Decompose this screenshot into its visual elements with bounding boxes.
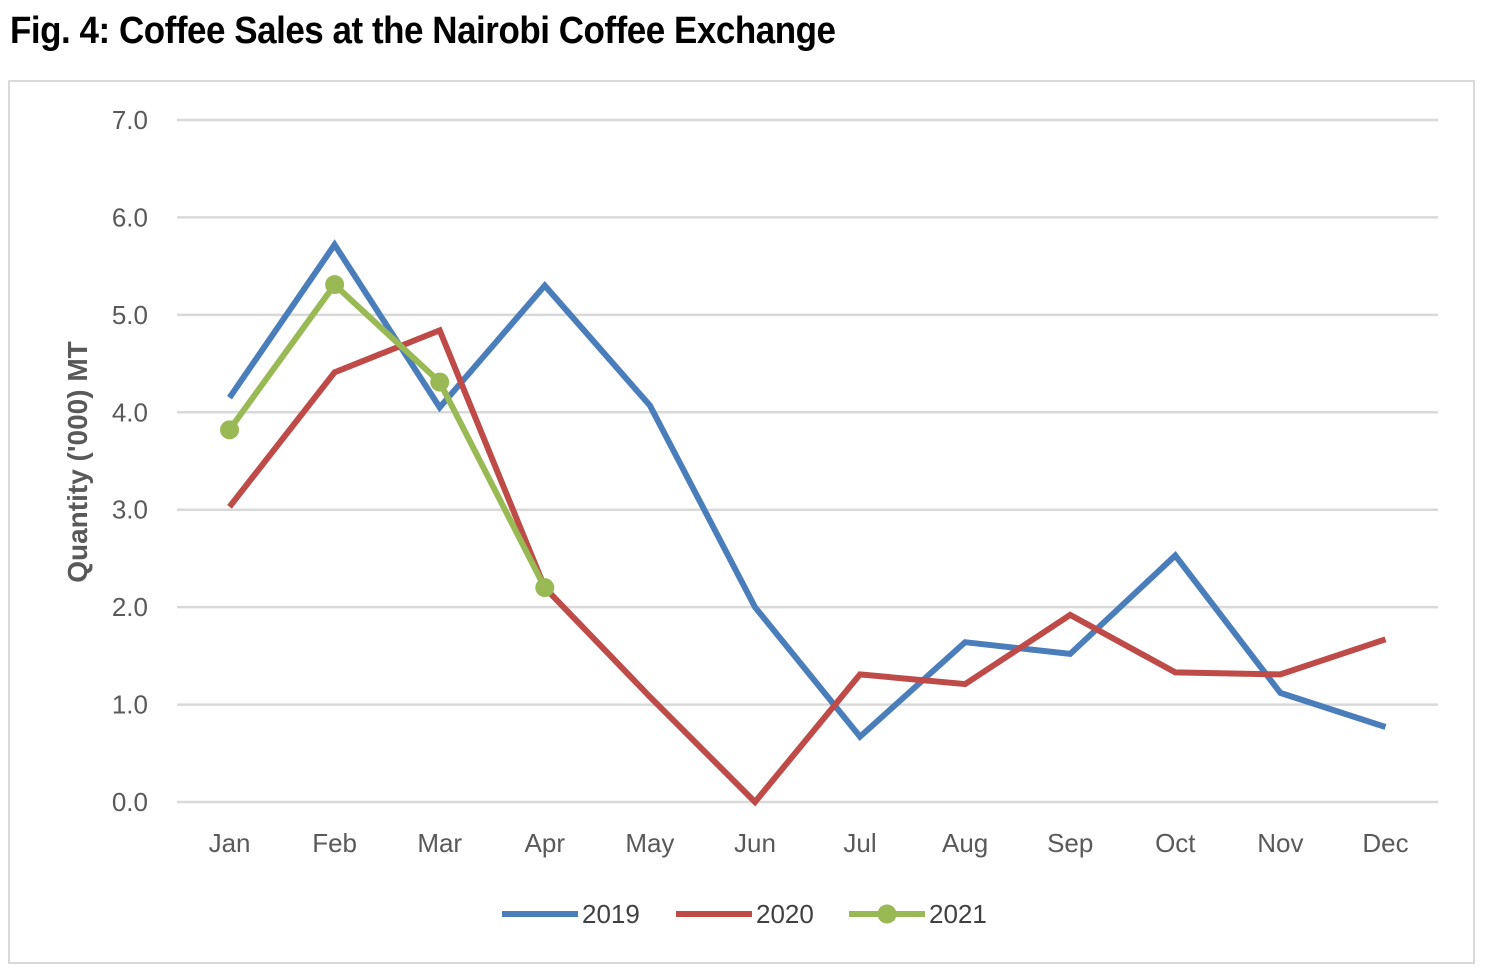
x-tick-label-oct: Oct xyxy=(1155,828,1196,858)
x-tick-label-jan: Jan xyxy=(209,828,251,858)
y-tick-label: 2.0 xyxy=(112,592,148,622)
data-point-2021-feb xyxy=(325,275,345,295)
y-tick-label: 3.0 xyxy=(112,495,148,525)
series-line-2020 xyxy=(227,326,1387,807)
x-tick-label-aug: Aug xyxy=(942,828,988,858)
legend: 2019 2020 2021 xyxy=(502,899,987,929)
x-tick-label-jun: Jun xyxy=(734,828,776,858)
y-tick-label: 1.0 xyxy=(112,690,148,720)
x-tick-label-may: May xyxy=(625,828,674,858)
legend-label-2020: 2020 xyxy=(756,899,814,929)
data-point-2021-jan xyxy=(220,420,240,440)
x-tick-label-sep: Sep xyxy=(1047,828,1093,858)
chart-frame xyxy=(8,80,1475,964)
y-tick-label: 4.0 xyxy=(112,397,148,427)
x-tick-label-feb: Feb xyxy=(312,828,357,858)
x-tick-label-jul: Jul xyxy=(843,828,876,858)
y-tick-label: 0.0 xyxy=(112,787,148,817)
y-tick-label: 5.0 xyxy=(112,300,148,330)
y-tick-label: 6.0 xyxy=(112,202,148,232)
series-lines xyxy=(220,239,1387,807)
legend-marker-2021 xyxy=(877,904,897,924)
x-axis-ticks: Jan Feb Mar Apr May Jun Jul Aug Sep Oct Nov Dec xyxy=(209,828,1409,858)
legend-label-2021: 2021 xyxy=(929,899,987,929)
figure-title: Fig. 4: Coffee Sales at the Nairobi Coff… xyxy=(10,10,836,52)
y-axis-ticks: 0.0 1.0 2.0 3.0 4.0 5.0 6.0 7.0 xyxy=(112,105,148,817)
y-tick-label: 7.0 xyxy=(112,105,148,135)
x-tick-label-nov: Nov xyxy=(1257,828,1303,858)
series-line-2021 xyxy=(227,280,548,590)
data-point-2021-mar xyxy=(430,372,450,392)
legend-label-2019: 2019 xyxy=(582,899,640,929)
series-line-2019 xyxy=(227,239,1387,742)
y-axis-label: Quantity ('000) MT xyxy=(62,341,93,583)
x-tick-label-dec: Dec xyxy=(1362,828,1408,858)
x-tick-label-apr: Apr xyxy=(525,828,566,858)
x-tick-label-mar: Mar xyxy=(417,828,462,858)
data-point-2021-apr xyxy=(535,578,555,598)
gridlines xyxy=(177,118,1438,804)
